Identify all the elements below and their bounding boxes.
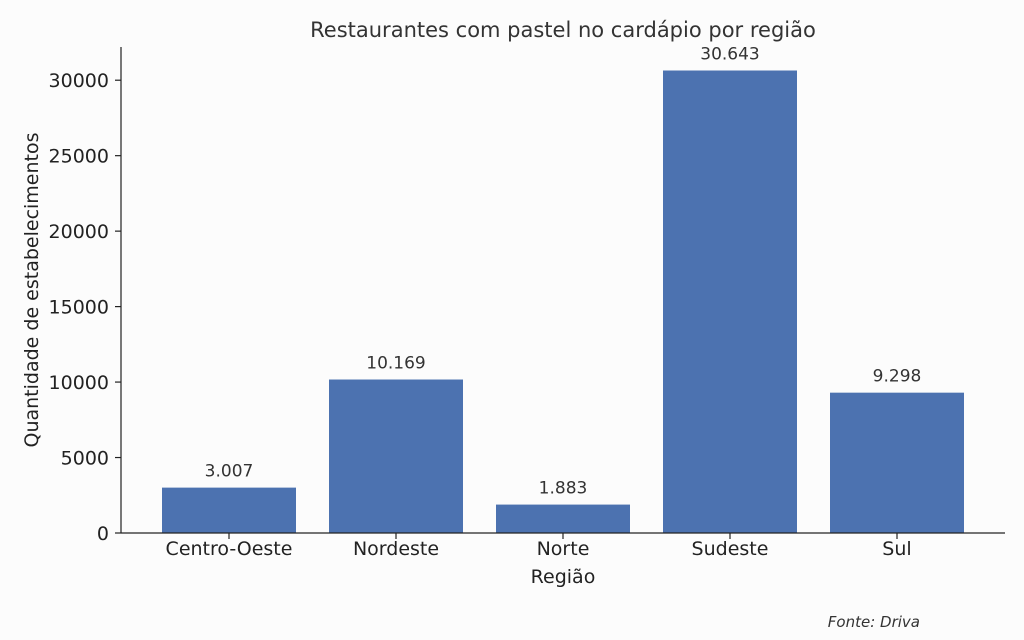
x-tick-label: Sudeste [692, 538, 769, 560]
x-tick-label: Centro-Oeste [166, 538, 293, 560]
y-tick-label: 0 [97, 523, 109, 545]
bar [663, 70, 797, 533]
bar [162, 487, 296, 533]
bar [496, 504, 630, 533]
y-tick-label: 15000 [49, 297, 109, 319]
x-tick-label: Nordeste [353, 538, 439, 560]
y-tick-label: 10000 [49, 372, 109, 394]
y-axis-label: Quantidade de estabelecimentos [21, 132, 43, 447]
y-tick-label: 5000 [61, 448, 109, 470]
plot-area: 0 5000 10000 15000 20000 25000 30000 3.007 Centr… [49, 45, 964, 560]
x-axis-label: Região [531, 566, 596, 588]
data-label: 30.643 [700, 45, 759, 65]
data-label: 10.169 [366, 354, 425, 374]
chart-title: Restaurantes com pastel no cardápio por … [310, 18, 816, 42]
data-label: 3.007 [205, 462, 254, 482]
x-tick-label: Sul [882, 538, 911, 560]
bar [830, 392, 964, 533]
y-tick-label: 25000 [49, 146, 109, 168]
bar [329, 379, 463, 533]
source-note: Fonte: Driva [828, 613, 920, 631]
data-label: 1.883 [539, 479, 588, 499]
data-label: 9.298 [873, 367, 922, 387]
y-tick-label: 30000 [49, 70, 109, 92]
y-tick-label: 20000 [49, 221, 109, 243]
x-tick-label: Norte [537, 538, 590, 560]
